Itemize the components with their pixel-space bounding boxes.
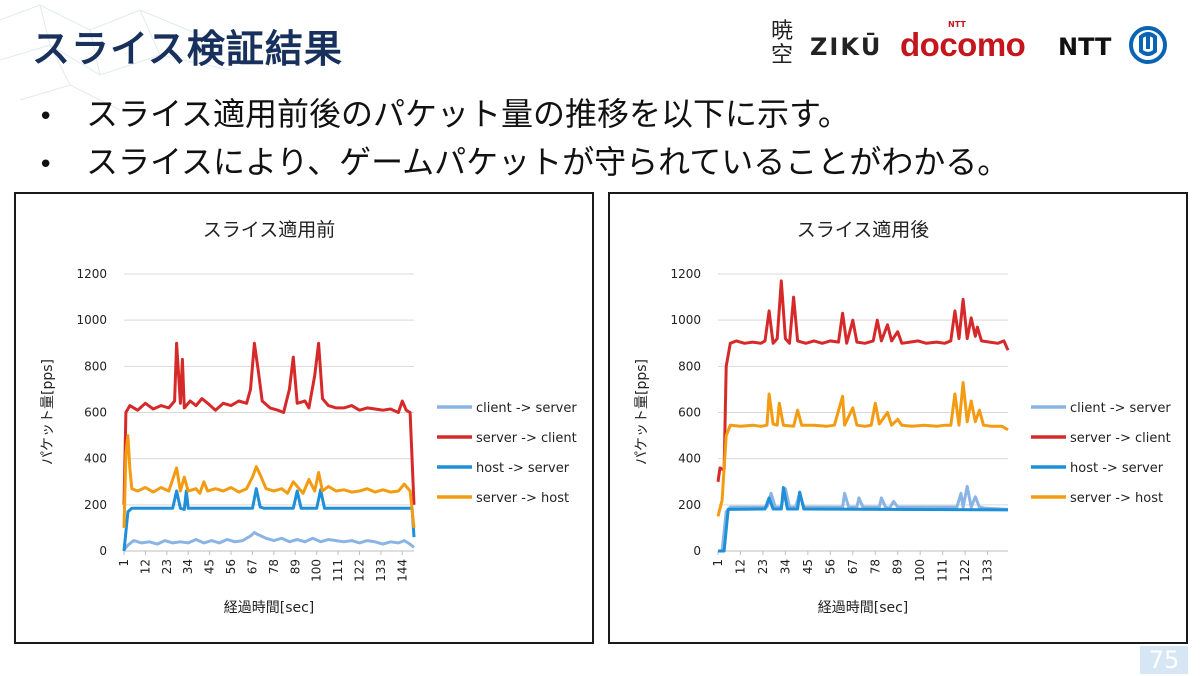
bullet-text: スライス適用前後のパケット量の推移を以下に示す。 bbox=[86, 95, 850, 133]
akatsuki-logo: 暁 空 bbox=[770, 19, 793, 68]
background-network-pattern bbox=[0, 4, 231, 111]
x-tick-label: 67 bbox=[846, 559, 860, 574]
series-line bbox=[122, 341, 416, 505]
x-axis-title: 経過時間[sec] bbox=[224, 600, 315, 616]
series-line bbox=[716, 279, 1010, 483]
x-tick-label: 45 bbox=[203, 559, 217, 574]
x-tick-label: 34 bbox=[181, 559, 195, 574]
legend-label: client -> server bbox=[476, 401, 577, 416]
slide-title: スライス検証結果 bbox=[32, 27, 343, 71]
y-tick-label: 1200 bbox=[670, 267, 701, 281]
bullet-list: • スライス適用前後のパケット量の推移を以下に示す。 • スライスにより、ゲーム… bbox=[38, 92, 1009, 188]
ntt-logo: NTT bbox=[1058, 33, 1112, 61]
ntt-globe-icon bbox=[1129, 26, 1167, 64]
y-tick-label: 600 bbox=[678, 406, 701, 420]
series-line bbox=[718, 484, 1009, 553]
series-line bbox=[122, 487, 416, 552]
x-tick-label: 100 bbox=[310, 559, 324, 582]
legend-label: server -> client bbox=[476, 431, 577, 446]
y-tick-label: 1200 bbox=[76, 267, 107, 281]
x-tick-label: 111 bbox=[936, 559, 950, 582]
series-line bbox=[122, 434, 416, 529]
y-axis-title: パケット量[pps] bbox=[40, 359, 56, 465]
y-tick-label: 200 bbox=[84, 498, 107, 512]
x-tick-label: 133 bbox=[981, 559, 995, 582]
x-tick-label: 89 bbox=[891, 559, 905, 574]
bullet-dot-icon: • bbox=[38, 102, 54, 132]
x-tick-label: 122 bbox=[958, 559, 972, 582]
legend-label: client -> server bbox=[1070, 401, 1171, 416]
y-tick-label: 200 bbox=[678, 498, 701, 512]
x-tick-label: 56 bbox=[823, 559, 837, 574]
x-tick-label: 1 bbox=[711, 559, 725, 567]
series-line bbox=[716, 381, 1009, 517]
legend-label: server -> host bbox=[1070, 491, 1163, 506]
x-tick-label: 23 bbox=[756, 559, 770, 574]
x-tick-label: 23 bbox=[160, 559, 174, 574]
chart-before: スライス適用前 0 200 400 600 800 1000 1200 1 12 23 34 45 56 6… bbox=[40, 219, 577, 616]
x-tick-label: 67 bbox=[245, 559, 259, 574]
x-tick-label: 56 bbox=[224, 559, 238, 574]
series-line bbox=[718, 486, 1009, 553]
legend-label: server -> host bbox=[476, 491, 569, 506]
x-tick-label: 78 bbox=[267, 559, 281, 574]
series-line bbox=[122, 531, 415, 551]
chart-title: スライス適用前 bbox=[203, 219, 335, 241]
x-tick-label: 34 bbox=[778, 559, 792, 574]
legend-label: host -> server bbox=[1070, 461, 1164, 476]
x-axis-title: 経過時間[sec] bbox=[818, 600, 909, 616]
chart-after: スライス適用後 0 200 400 600 800 1000 1200 1 12 23 34 45 56 6… bbox=[634, 219, 1171, 616]
x-tick-label: 133 bbox=[374, 559, 388, 582]
x-tick-label: 12 bbox=[733, 559, 747, 574]
legend-label: host -> server bbox=[476, 461, 570, 476]
x-tick-label: 100 bbox=[913, 559, 927, 582]
x-tick-label: 78 bbox=[868, 559, 882, 574]
legend-label: server -> client bbox=[1070, 431, 1171, 446]
x-tick-label: 45 bbox=[801, 559, 815, 574]
x-tick-label: 111 bbox=[331, 559, 345, 582]
y-tick-label: 800 bbox=[84, 359, 107, 373]
bullet-item: • スライス適用前後のパケット量の推移を以下に示す。 bbox=[38, 92, 1009, 140]
y-tick-label: 400 bbox=[678, 452, 701, 466]
y-tick-label: 1000 bbox=[670, 313, 701, 327]
y-tick-label: 400 bbox=[84, 452, 107, 466]
y-tick-label: 600 bbox=[84, 406, 107, 420]
x-tick-label: 122 bbox=[353, 559, 367, 582]
ziku-logo: ZIKŪ bbox=[810, 33, 883, 61]
y-tick-label: 1000 bbox=[76, 313, 107, 327]
x-tick-label: 89 bbox=[288, 559, 302, 574]
y-axis-title: パケット量[pps] bbox=[634, 359, 650, 465]
y-tick-label: 800 bbox=[678, 359, 701, 373]
chart-panel-before: スライス適用前 0 200 400 600 800 1000 1200 1 12 23 34 45 56 6… bbox=[14, 192, 594, 644]
bullet-dot-icon: • bbox=[38, 150, 54, 180]
y-tick-label: 0 bbox=[99, 544, 107, 558]
x-tick-label: 144 bbox=[395, 559, 409, 582]
chart-title: スライス適用後 bbox=[797, 219, 929, 241]
docomo-logo: docomo bbox=[900, 26, 1026, 63]
x-tick-label: 12 bbox=[138, 559, 152, 574]
page-number: 75 bbox=[1140, 646, 1188, 674]
y-tick-label: 0 bbox=[693, 544, 701, 558]
bullet-item: • スライスにより、ゲームパケットが守られていることがわかる。 bbox=[38, 140, 1009, 188]
logo-bar: 暁 空 ZIKŪ NTT docomo NTT bbox=[760, 20, 1185, 75]
docomo-ntt-mark: NTT bbox=[948, 20, 966, 29]
x-tick-label: 1 bbox=[117, 559, 131, 567]
bullet-text: スライスにより、ゲームパケットが守られていることがわかる。 bbox=[86, 143, 1010, 181]
chart-panel-after: スライス適用後 0 200 400 600 800 1000 1200 1 12 23 34 45 56 6… bbox=[608, 192, 1188, 644]
